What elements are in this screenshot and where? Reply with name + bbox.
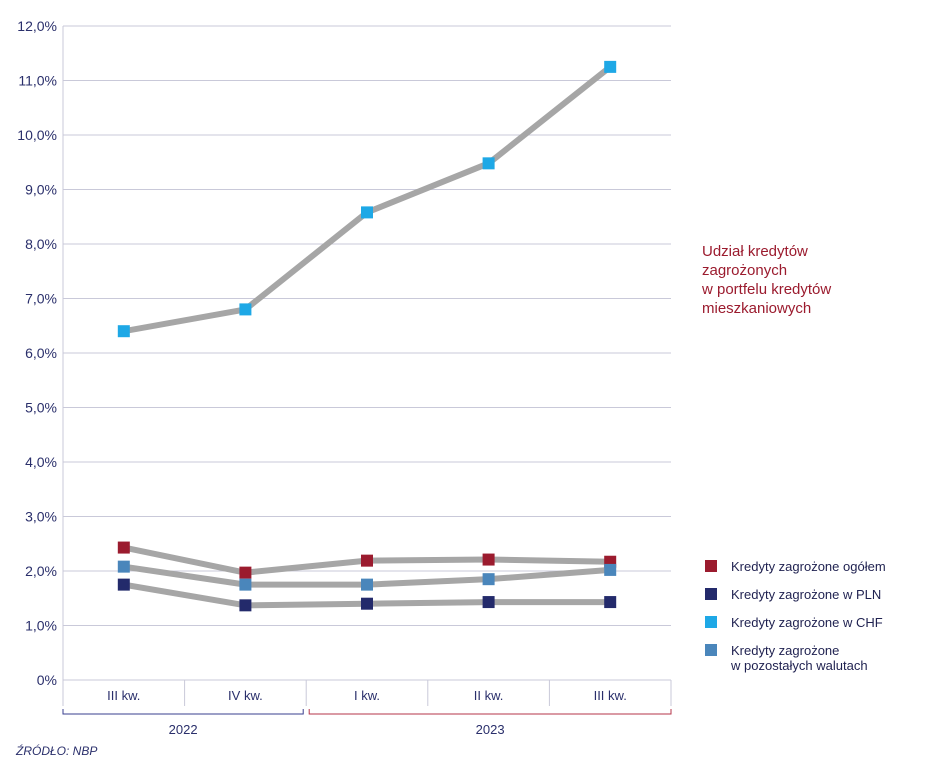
chart-title-line: zagrożonych — [702, 262, 788, 279]
x-tick-label: I kw. — [354, 688, 380, 703]
x-tick-label: III kw. — [107, 688, 140, 703]
data-point — [361, 597, 373, 610]
chart-title: Udział kredytów zagrożonych w portfelu k… — [702, 242, 902, 318]
data-point — [482, 596, 495, 609]
data-point — [239, 303, 252, 316]
legend-label: Kredyty zagrożone w PLN — [731, 587, 882, 602]
y-tick-label: 2,0% — [25, 563, 57, 579]
data-point — [239, 566, 252, 579]
legend-swatch — [705, 588, 717, 600]
data-point — [604, 60, 617, 73]
data-point — [482, 553, 495, 566]
x-tick-label: II kw. — [474, 688, 504, 703]
series-lines — [120, 63, 614, 609]
y-tick-label: 3,0% — [25, 509, 57, 525]
year-bracket — [62, 709, 304, 715]
legend-label-line: w pozostałych walutach — [731, 658, 868, 673]
data-point — [239, 599, 252, 612]
y-tick-label: 12,0% — [17, 18, 57, 34]
chart-title-line: w portfelu kredytów — [702, 281, 832, 298]
year-bracket — [308, 709, 672, 715]
y-tick-label: 4,0% — [25, 454, 57, 470]
grid-lines — [62, 25, 671, 681]
legend-item-total: Kredyty zagrożone ogółem — [705, 559, 945, 574]
data-point — [239, 578, 252, 591]
source-note: ŹRÓDŁO: NBP — [16, 744, 98, 758]
legend-swatch — [705, 616, 717, 628]
legend-item-pln: Kredyty zagrożone w PLN — [705, 587, 945, 602]
chart-title-line: Udział kredytów — [702, 243, 808, 260]
legend-label: Kredyty zagrożone w CHF — [731, 615, 883, 630]
data-point — [117, 541, 130, 554]
data-point — [361, 206, 373, 219]
legend-label-line: Kredyty zagrożone — [731, 643, 840, 658]
y-tick-label: 1,0% — [25, 618, 57, 634]
year-label: 2022 — [169, 722, 198, 737]
y-tick-label: 9,0% — [25, 182, 57, 198]
y-tick-label: 10,0% — [17, 127, 57, 143]
y-axis-ticks: 0% 1,0% 2,0% 3,0% 4,0% 5,0% 6,0% 7,0% 8,0% 9,0% 10… — [17, 18, 57, 688]
series-points — [117, 60, 617, 612]
y-tick-label: 7,0% — [25, 291, 57, 307]
legend-item-other: Kredyty zagrożone w pozostałych walutach — [705, 643, 945, 673]
legend-swatch — [705, 644, 717, 656]
legend-label: Kredyty zagrożone ogółem — [731, 559, 886, 574]
legend-item-chf: Kredyty zagrożone w CHF — [705, 615, 945, 630]
legend: Kredyty zagrożone ogółem Kredyty zagrożo… — [705, 559, 945, 686]
data-point — [361, 554, 373, 567]
x-tick-label: III kw. — [594, 688, 627, 703]
data-point — [482, 573, 495, 586]
data-point — [604, 596, 617, 609]
x-tick-label: IV kw. — [228, 688, 263, 703]
y-tick-label: 6,0% — [25, 345, 57, 361]
y-tick-label: 0% — [37, 672, 57, 688]
data-point — [117, 560, 130, 573]
data-point — [482, 157, 495, 170]
data-point — [604, 563, 617, 576]
data-point — [117, 325, 130, 338]
year-label: 2023 — [476, 722, 505, 737]
data-point — [361, 578, 373, 591]
y-tick-label: 11,0% — [18, 73, 57, 89]
chart-title-line: mieszkaniowych — [702, 300, 812, 317]
legend-swatch — [705, 560, 717, 572]
series-line — [120, 63, 614, 335]
y-tick-label: 8,0% — [25, 236, 57, 252]
x-axis: III kw. IV kw. I kw. II kw. III kw. 2022 2023 — [62, 679, 672, 737]
data-point — [117, 578, 130, 591]
y-tick-label: 5,0% — [25, 400, 57, 416]
